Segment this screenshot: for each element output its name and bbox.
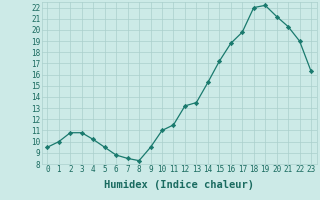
X-axis label: Humidex (Indice chaleur): Humidex (Indice chaleur) [104, 180, 254, 190]
